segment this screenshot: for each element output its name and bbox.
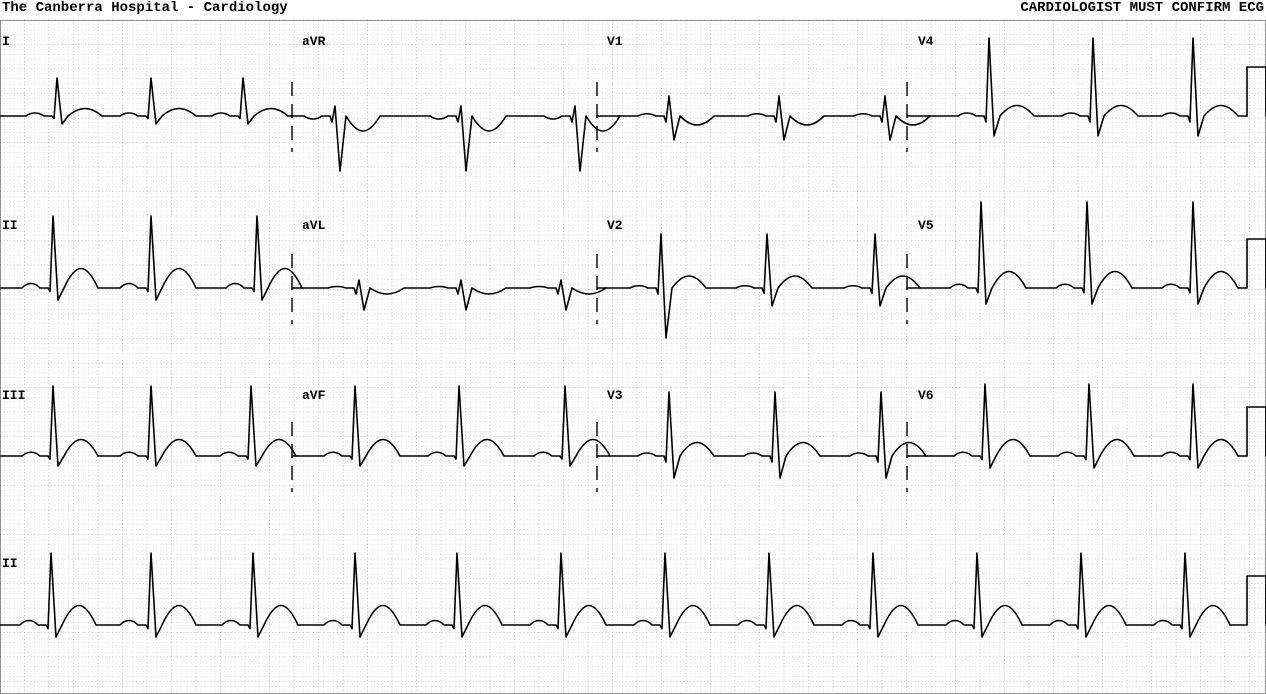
lead-label-V2: V2 bbox=[607, 218, 623, 233]
ecg-readout: The Canberra Hospital - Cardiology CARDI… bbox=[0, 0, 1266, 694]
trace-II bbox=[0, 553, 1247, 637]
lead-label-III: III bbox=[2, 388, 25, 403]
lead-label-V4: V4 bbox=[918, 34, 934, 49]
lead-label-aVF: aVF bbox=[302, 388, 325, 403]
lead-label-V6: V6 bbox=[918, 388, 934, 403]
trace-V5 bbox=[907, 202, 1247, 304]
calibration-pulse-row-2 bbox=[1247, 407, 1266, 456]
ecg-grid-and-traces bbox=[0, 0, 1266, 694]
trace-III bbox=[0, 386, 296, 466]
lead-label-V3: V3 bbox=[607, 388, 623, 403]
lead-label-aVR: aVR bbox=[302, 34, 325, 49]
trace-V3 bbox=[597, 392, 926, 478]
calibration-pulse-row-3 bbox=[1247, 576, 1266, 625]
lead-dividers bbox=[292, 82, 907, 492]
header-right: CARDIOLOGIST MUST CONFIRM ECG bbox=[1020, 0, 1264, 16]
lead-label-II: II bbox=[2, 218, 18, 233]
trace-V2 bbox=[597, 234, 920, 338]
lead-label-V5: V5 bbox=[918, 218, 934, 233]
trace-I bbox=[0, 78, 292, 124]
trace-aVF bbox=[292, 386, 610, 466]
lead-label-aVL: aVL bbox=[302, 218, 325, 233]
lead-label-I: I bbox=[2, 34, 10, 49]
trace-V6 bbox=[907, 384, 1247, 468]
lead-label-V1: V1 bbox=[607, 34, 623, 49]
trace-V4 bbox=[907, 38, 1247, 136]
trace-II bbox=[0, 216, 302, 300]
calibration-pulse-row-0 bbox=[1247, 67, 1266, 116]
calibration-pulse-row-1 bbox=[1247, 239, 1266, 288]
header-left: The Canberra Hospital - Cardiology bbox=[2, 0, 288, 16]
lead-label-II: II bbox=[2, 556, 18, 571]
trace-aVR bbox=[292, 106, 620, 171]
ecg-grid bbox=[0, 20, 1266, 694]
